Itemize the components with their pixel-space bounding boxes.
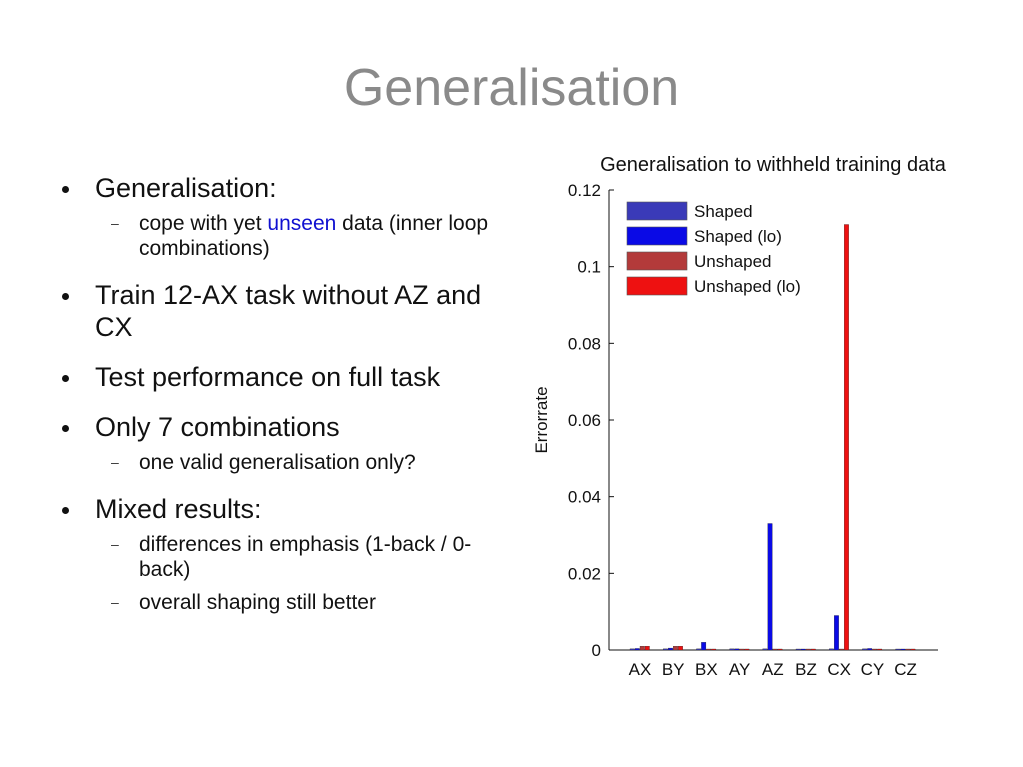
bullet-text: Test performance on full task [95, 362, 441, 392]
bar [734, 648, 740, 651]
bar [634, 648, 640, 651]
legend-swatch [626, 276, 688, 296]
bullet-dot-icon [62, 425, 69, 432]
y-tick-label: 0.12 [568, 181, 601, 200]
bullet-dot-icon [62, 293, 69, 300]
bar [744, 648, 750, 651]
bar [739, 648, 745, 651]
y-tick-label: 0.1 [577, 258, 601, 277]
y-tick-label: 0.06 [568, 411, 601, 430]
bar [805, 648, 811, 651]
bullet-dot-icon [62, 375, 69, 382]
x-tick-label: AY [729, 660, 750, 679]
y-tick-label: 0.08 [568, 334, 601, 353]
bar [678, 646, 683, 651]
dash-icon: – [111, 454, 119, 470]
bar-chart: Generalisation to withheld training data… [532, 154, 947, 679]
bullet-dot-icon [62, 507, 69, 514]
bar [910, 648, 916, 651]
sub-bullet-text: differences in emphasis (1-back / 0-back… [139, 533, 472, 581]
bar [696, 648, 702, 651]
bullet-dot-icon [62, 186, 69, 193]
x-tick-label: CZ [894, 660, 917, 679]
bar [862, 648, 868, 651]
legend-label: Unshaped [694, 252, 772, 271]
sub-bullet-text: data (inner loop combinations) [139, 212, 489, 260]
sub-bullet-list: – one valid generalisation only? [95, 450, 505, 475]
bar [867, 648, 873, 651]
bar [772, 648, 778, 651]
bar [673, 646, 678, 651]
bar [877, 648, 883, 651]
x-tick-label: AZ [762, 660, 784, 679]
x-tick-label: CX [827, 660, 851, 679]
legend-label: Shaped [694, 202, 753, 221]
sub-bullet-text: cope with yet [139, 212, 268, 235]
dash-icon: – [111, 215, 119, 231]
bar [668, 647, 673, 651]
bullet-item: Test performance on full task [60, 361, 505, 393]
bar [767, 523, 773, 651]
bar [701, 642, 707, 651]
sub-bullet-list: – cope with yet unseen data (inner loop c… [95, 211, 505, 261]
bar [810, 648, 816, 651]
bullet-text: Mixed results: [95, 494, 262, 524]
x-tick-label: BX [695, 660, 718, 679]
sub-bullet-list: – differences in emphasis (1-back / 0-bac… [95, 532, 505, 615]
legend-label: Unshaped (lo) [694, 277, 801, 296]
bar [729, 648, 735, 651]
bar [829, 648, 834, 651]
bullet-text: Train 12-AX task without AZ and CX [95, 280, 482, 342]
legend-swatch [626, 226, 688, 246]
y-tick-label: 0 [592, 641, 601, 660]
y-tick-label: 0.02 [568, 564, 601, 583]
highlighted-word: unseen [267, 212, 337, 235]
sub-bullet-item: – cope with yet unseen data (inner loop c… [95, 211, 505, 261]
bullet-item: Train 12-AX task without AZ and CX [60, 279, 505, 343]
bullet-text: Generalisation: [95, 173, 277, 203]
bar [706, 648, 712, 651]
bullet-item: Only 7 combinations – one valid generalisa… [60, 411, 505, 475]
sub-bullet-item: – one valid generalisation only? [95, 450, 505, 475]
y-axis-label: Errorrate [532, 386, 551, 453]
dash-icon: – [111, 536, 119, 552]
chart-title: Generalisation to withheld training data [600, 154, 947, 176]
bar [839, 648, 844, 651]
x-tick-label: CY [861, 660, 885, 679]
slide-title: Generalisation [343, 59, 680, 117]
sub-bullet-item: – overall shaping still better [95, 590, 505, 615]
bar [800, 648, 806, 651]
bar [900, 648, 906, 651]
bar [629, 648, 635, 651]
bar [895, 648, 901, 651]
sub-bullet-item: – differences in emphasis (1-back / 0-bac… [95, 532, 505, 582]
bar [663, 648, 668, 651]
bullet-item: Mixed results: – differences in emphasis (… [60, 493, 505, 615]
bar [844, 224, 849, 651]
y-tick-label: 0.04 [568, 488, 601, 507]
bar [639, 646, 645, 651]
bullet-item: Generalisation: – cope with yet unseen dat… [60, 172, 505, 261]
sub-bullet-text: one valid generalisation only? [139, 451, 416, 474]
bullet-list: Generalisation: – cope with yet unseen dat… [60, 172, 505, 633]
x-tick-label: BZ [795, 660, 817, 679]
bullet-text: Only 7 combinations [95, 412, 340, 442]
bar [762, 648, 768, 651]
x-tick-label: BY [662, 660, 685, 679]
sub-bullet-text: overall shaping still better [139, 591, 376, 614]
bar [795, 648, 801, 651]
x-tick-label: AX [629, 660, 652, 679]
bar [644, 646, 650, 651]
legend-label: Shaped (lo) [694, 227, 782, 246]
bar [711, 648, 717, 651]
bar [834, 615, 839, 651]
legend-swatch [626, 201, 688, 221]
dash-icon: – [111, 594, 119, 610]
bar [872, 648, 878, 651]
bar [905, 648, 911, 651]
legend-swatch [626, 251, 688, 271]
bar [777, 648, 783, 651]
